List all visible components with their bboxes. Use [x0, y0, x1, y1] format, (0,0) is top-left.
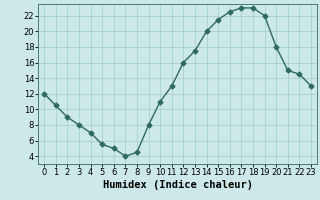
X-axis label: Humidex (Indice chaleur): Humidex (Indice chaleur) — [103, 180, 252, 190]
